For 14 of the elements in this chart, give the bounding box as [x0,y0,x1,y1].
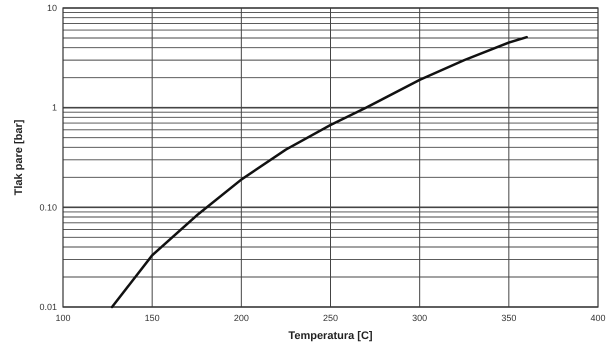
text: 0.01 [39,302,57,312]
x-tick-label: 300 [412,313,428,323]
x-tick-label: 350 [501,313,516,323]
y-tick-label: 0.10 [39,202,57,212]
line-series [110,36,528,308]
y-tick-label: 10 [46,3,57,13]
y-axis-title: Tlak pare [bar] [13,119,25,196]
y-tick-label: 1 [52,102,57,113]
x-tick-label: 400 [590,313,606,323]
x-tick-label: 100 [55,313,71,323]
x-axis-title: Temperatura [C] [288,330,373,342]
x-tick-label: 200 [234,313,249,323]
x-tick-label: 150 [144,313,160,323]
x-tick-label: 250 [322,313,338,323]
